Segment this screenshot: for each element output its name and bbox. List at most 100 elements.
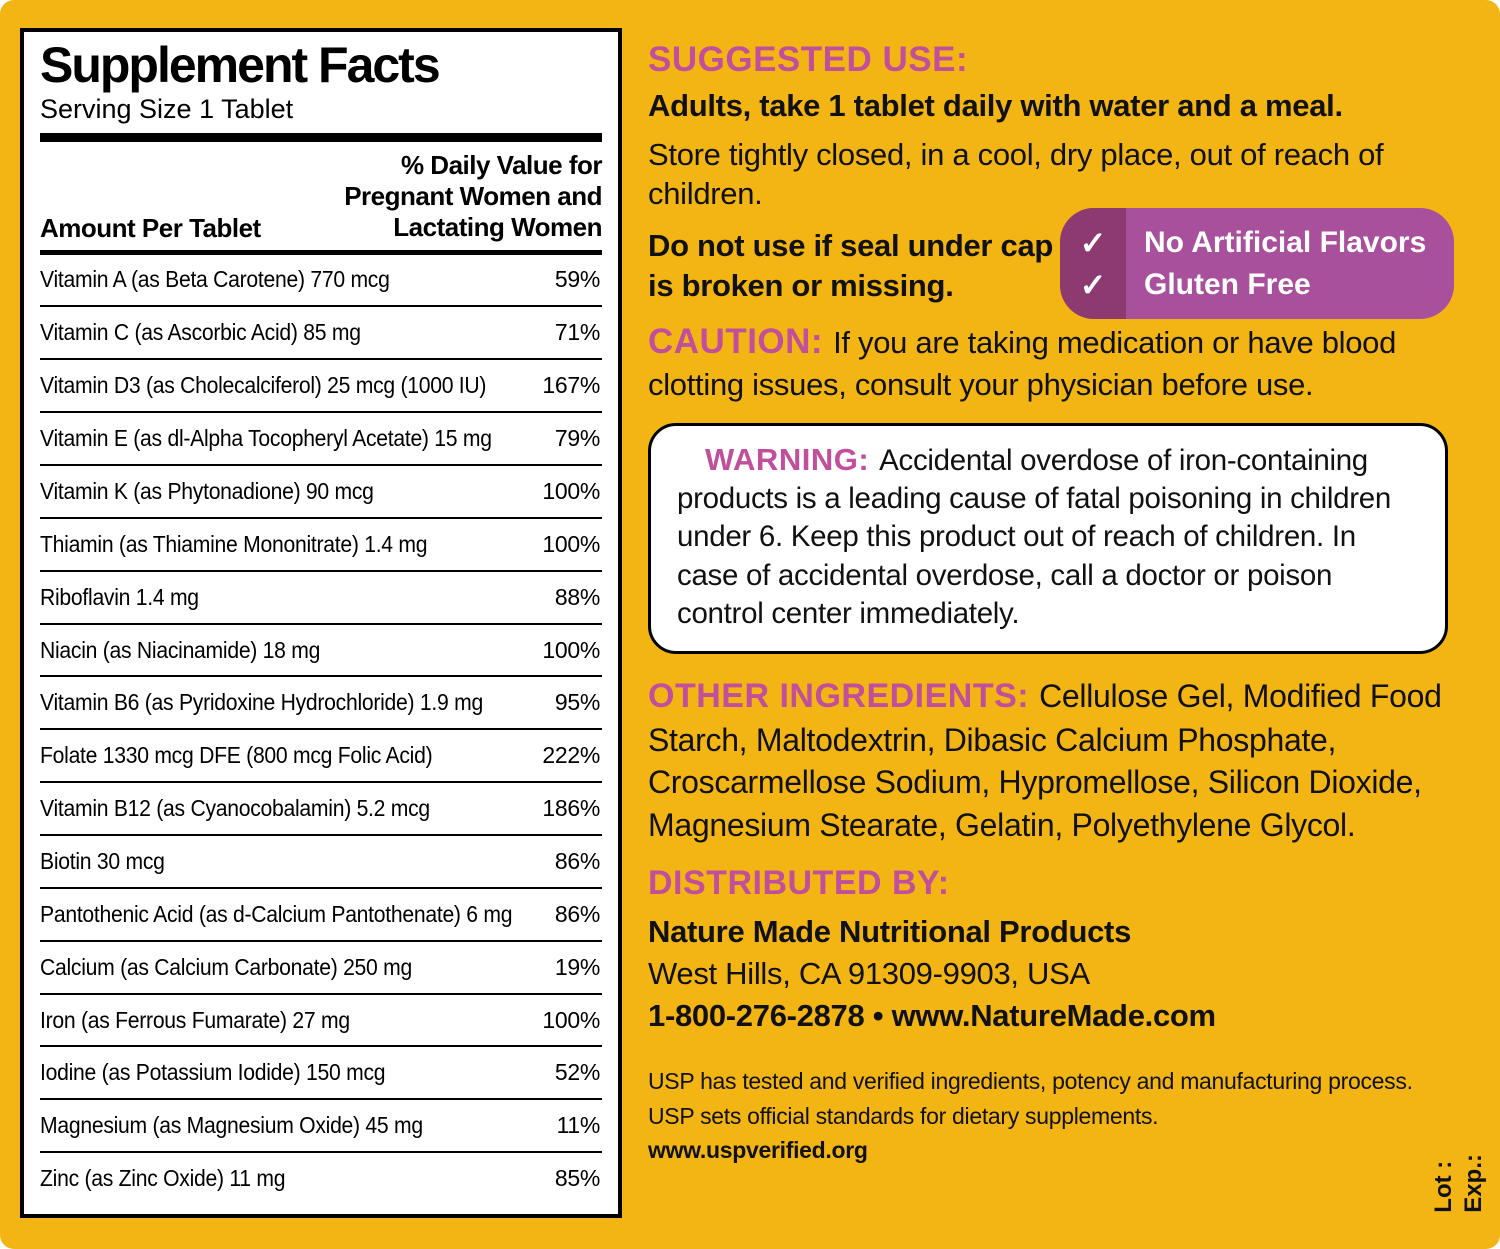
nutrient-label: Vitamin C (as Ascorbic Acid) 85 mg [40, 319, 361, 346]
distributor-contact: 1-800-276-2878 • www.NatureMade.com [648, 997, 1216, 1033]
warning-text: Accidental overdose of iron-containing p… [677, 443, 1392, 630]
distributor-address: West Hills, CA 91309-9903, USA [648, 955, 1090, 991]
nutrient-row: Vitamin B6 (as Pyridoxine Hydrochloride)… [40, 677, 602, 731]
nutrient-daily-value: 52% [554, 1059, 600, 1086]
check-icon: ✓ [1079, 224, 1107, 261]
nutrient-daily-value: 222% [542, 742, 600, 769]
nutrient-label: Iodine (as Potassium Iodide) 150 mcg [40, 1059, 386, 1086]
column-header-amount: Amount Per Tablet [40, 212, 261, 243]
warning-heading: WARNING: [705, 441, 870, 477]
lot-label: Lot : [1430, 1161, 1457, 1213]
panel-title: Supplement Facts [40, 37, 441, 93]
nutrient-label: Magnesium (as Magnesium Oxide) 45 mg [40, 1112, 423, 1139]
divider-thick [40, 133, 602, 142]
other-ingredients-paragraph: OTHER INGREDIENTS: Cellulose Gel, Modifie… [648, 674, 1448, 846]
lot-exp-codes: Lot : Exp.: [1428, 1154, 1490, 1213]
caution-text: If you are taking medication or have blo… [648, 325, 1397, 402]
badge-claim-gluten-free: Gluten Free [1144, 267, 1311, 301]
nutrient-row: Zinc (as Zinc Oxide) 11 mg 85% [40, 1153, 602, 1204]
badge-claim-no-artificial-flavors: No Artificial Flavors [1144, 226, 1427, 259]
nutrient-row: Vitamin B12 (as Cyanocobalamin) 5.2 mcg … [40, 783, 602, 837]
nutrient-label: Zinc (as Zinc Oxide) 11 mg [40, 1165, 286, 1192]
nutrient-label: Riboflavin 1.4 mg [40, 583, 199, 610]
nutrient-row: Vitamin K (as Phytonadione) 90 mcg 100% [40, 466, 602, 519]
nutrient-daily-value: 79% [554, 425, 600, 452]
nutrient-daily-value: 100% [542, 1006, 600, 1033]
exp-label: Exp.: [1460, 1154, 1487, 1213]
distributed-by-heading: DISTRIBUTED BY: [648, 863, 950, 902]
nutrient-daily-value: 71% [554, 319, 600, 346]
warning-box: WARNING: Accidental overdose of iron-cont… [648, 422, 1448, 655]
claims-badge: ✓ ✓ No Artificial Flavors Gluten Free [1060, 208, 1455, 319]
nutrient-row: Pantothenic Acid (as d-Calcium Pantothen… [40, 889, 602, 942]
other-ingredients-text: Cellulose Gel, Modified Food Starch, Mal… [648, 678, 1442, 843]
usp-note: USP has tested and verified ingredients,… [648, 1064, 1448, 1168]
column-header-dv-line: Pregnant Women and [344, 181, 602, 212]
nutrient-row: Thiamin (as Thiamine Mononitrate) 1.4 mg… [40, 519, 602, 572]
nutrient-row: Iodine (as Potassium Iodide) 150 mcg 52% [40, 1047, 602, 1101]
nutrient-row: Vitamin E (as dl-Alpha Tocopheryl Acetat… [40, 413, 602, 466]
nutrient-label: Vitamin A (as Beta Carotene) 770 mcg [40, 266, 390, 293]
divider-medium [40, 249, 602, 255]
nutrient-table: Vitamin A (as Beta Carotene) 770 mcg 59%… [40, 255, 602, 1204]
nutrient-daily-value: 19% [554, 953, 600, 980]
warning-paragraph: WARNING: Accidental overdose of iron-cont… [677, 440, 1419, 634]
caution-heading: CAUTION: [648, 322, 824, 362]
usp-url: www.uspverified.org [648, 1137, 868, 1164]
nutrient-row: Folate 1330 mcg DFE (800 mcg Folic Acid)… [40, 730, 602, 784]
nutrient-daily-value: 95% [554, 689, 600, 716]
nutrient-daily-value: 100% [542, 530, 600, 557]
nutrient-label: Vitamin E (as dl-Alpha Tocopheryl Acetat… [40, 425, 492, 452]
seal-warning: Do not use if seal under cap is broken o… [648, 227, 1054, 303]
supplement-facts-panel: Supplement Facts Serving Size 1 Tablet A… [20, 28, 622, 1218]
nutrient-daily-value: 167% [542, 372, 600, 399]
storage-instructions: Store tightly closed, in a cool, dry pla… [648, 137, 1384, 211]
nutrient-label: Vitamin B6 (as Pyridoxine Hydrochloride)… [40, 689, 483, 716]
nutrient-label: Iron (as Ferrous Fumarate) 27 mg [40, 1006, 350, 1033]
nutrient-row: Riboflavin 1.4 mg 88% [40, 572, 602, 625]
column-header-dv-line: Lactating Women [393, 212, 602, 243]
nutrient-daily-value: 86% [554, 900, 600, 927]
info-column: SUGGESTED USE: Adults, take 1 tablet dai… [648, 40, 1448, 1168]
nutrient-label: Calcium (as Calcium Carbonate) 250 mg [40, 953, 412, 980]
nutrient-daily-value: 186% [542, 795, 600, 822]
column-header: Amount Per Tablet % Daily Value for Preg… [40, 142, 602, 250]
nutrient-label: Biotin 30 mcg [40, 847, 165, 874]
badge-claims: No Artificial Flavors Gluten Free [1126, 208, 1454, 319]
nutrient-row: Vitamin A (as Beta Carotene) 770 mcg 59% [40, 255, 602, 308]
nutrient-row: Magnesium (as Magnesium Oxide) 45 mg 11% [40, 1100, 602, 1154]
nutrient-daily-value: 100% [542, 636, 600, 663]
nutrient-label: Folate 1330 mcg DFE (800 mcg Folic Acid) [40, 742, 433, 769]
nutrient-daily-value: 11% [556, 1112, 601, 1139]
nutrient-label: Vitamin K (as Phytonadione) 90 mcg [40, 477, 374, 504]
nutrient-row: Biotin 30 mcg 86% [40, 836, 602, 889]
nutrient-daily-value: 86% [554, 847, 600, 874]
usp-line-1: USP has tested and verified ingredients,… [648, 1068, 1413, 1095]
serving-size: Serving Size 1 Tablet [40, 94, 294, 124]
nutrient-daily-value: 100% [542, 477, 600, 504]
nutrient-daily-value: 85% [554, 1165, 600, 1192]
nutrient-row: Iron (as Ferrous Fumarate) 27 mg 100% [40, 995, 602, 1048]
nutrient-row: Niacin (as Niacinamide) 18 mg 100% [40, 625, 602, 678]
nutrient-daily-value: 88% [554, 583, 600, 610]
column-header-dv-line: % Daily Value for [400, 150, 603, 180]
check-icon: ✓ [1079, 266, 1107, 303]
column-header-daily-value: % Daily Value for Pregnant Women and Lac… [344, 150, 602, 244]
nutrient-row: Vitamin D3 (as Cholecalciferol) 25 mcg (… [40, 360, 602, 414]
caution-paragraph: CAUTION: If you are taking medication or … [648, 320, 1448, 404]
nutrient-label: Vitamin D3 (as Cholecalciferol) 25 mcg (… [40, 372, 487, 399]
nutrient-label: Thiamin (as Thiamine Mononitrate) 1.4 mg [40, 530, 428, 557]
badge-check-column: ✓ ✓ [1060, 208, 1126, 319]
nutrient-label: Pantothenic Acid (as d-Calcium Pantothen… [40, 900, 513, 927]
distributor-name: Nature Made Nutritional Products [648, 913, 1132, 949]
nutrient-daily-value: 59% [554, 266, 600, 293]
nutrient-label: Vitamin B12 (as Cyanocobalamin) 5.2 mcg [40, 795, 430, 822]
suggested-use-directions: Adults, take 1 tablet daily with water a… [648, 88, 1343, 123]
usp-line-2: USP sets official standards for dietary … [648, 1102, 1159, 1129]
nutrient-row: Vitamin C (as Ascorbic Acid) 85 mg 71% [40, 307, 602, 361]
nutrient-row: Calcium (as Calcium Carbonate) 250 mg 19… [40, 942, 602, 995]
other-ingredients-heading: OTHER INGREDIENTS: [648, 677, 1030, 716]
suggested-use-heading: SUGGESTED USE: [648, 40, 969, 79]
nutrient-label: Niacin (as Niacinamide) 18 mg [40, 636, 321, 663]
